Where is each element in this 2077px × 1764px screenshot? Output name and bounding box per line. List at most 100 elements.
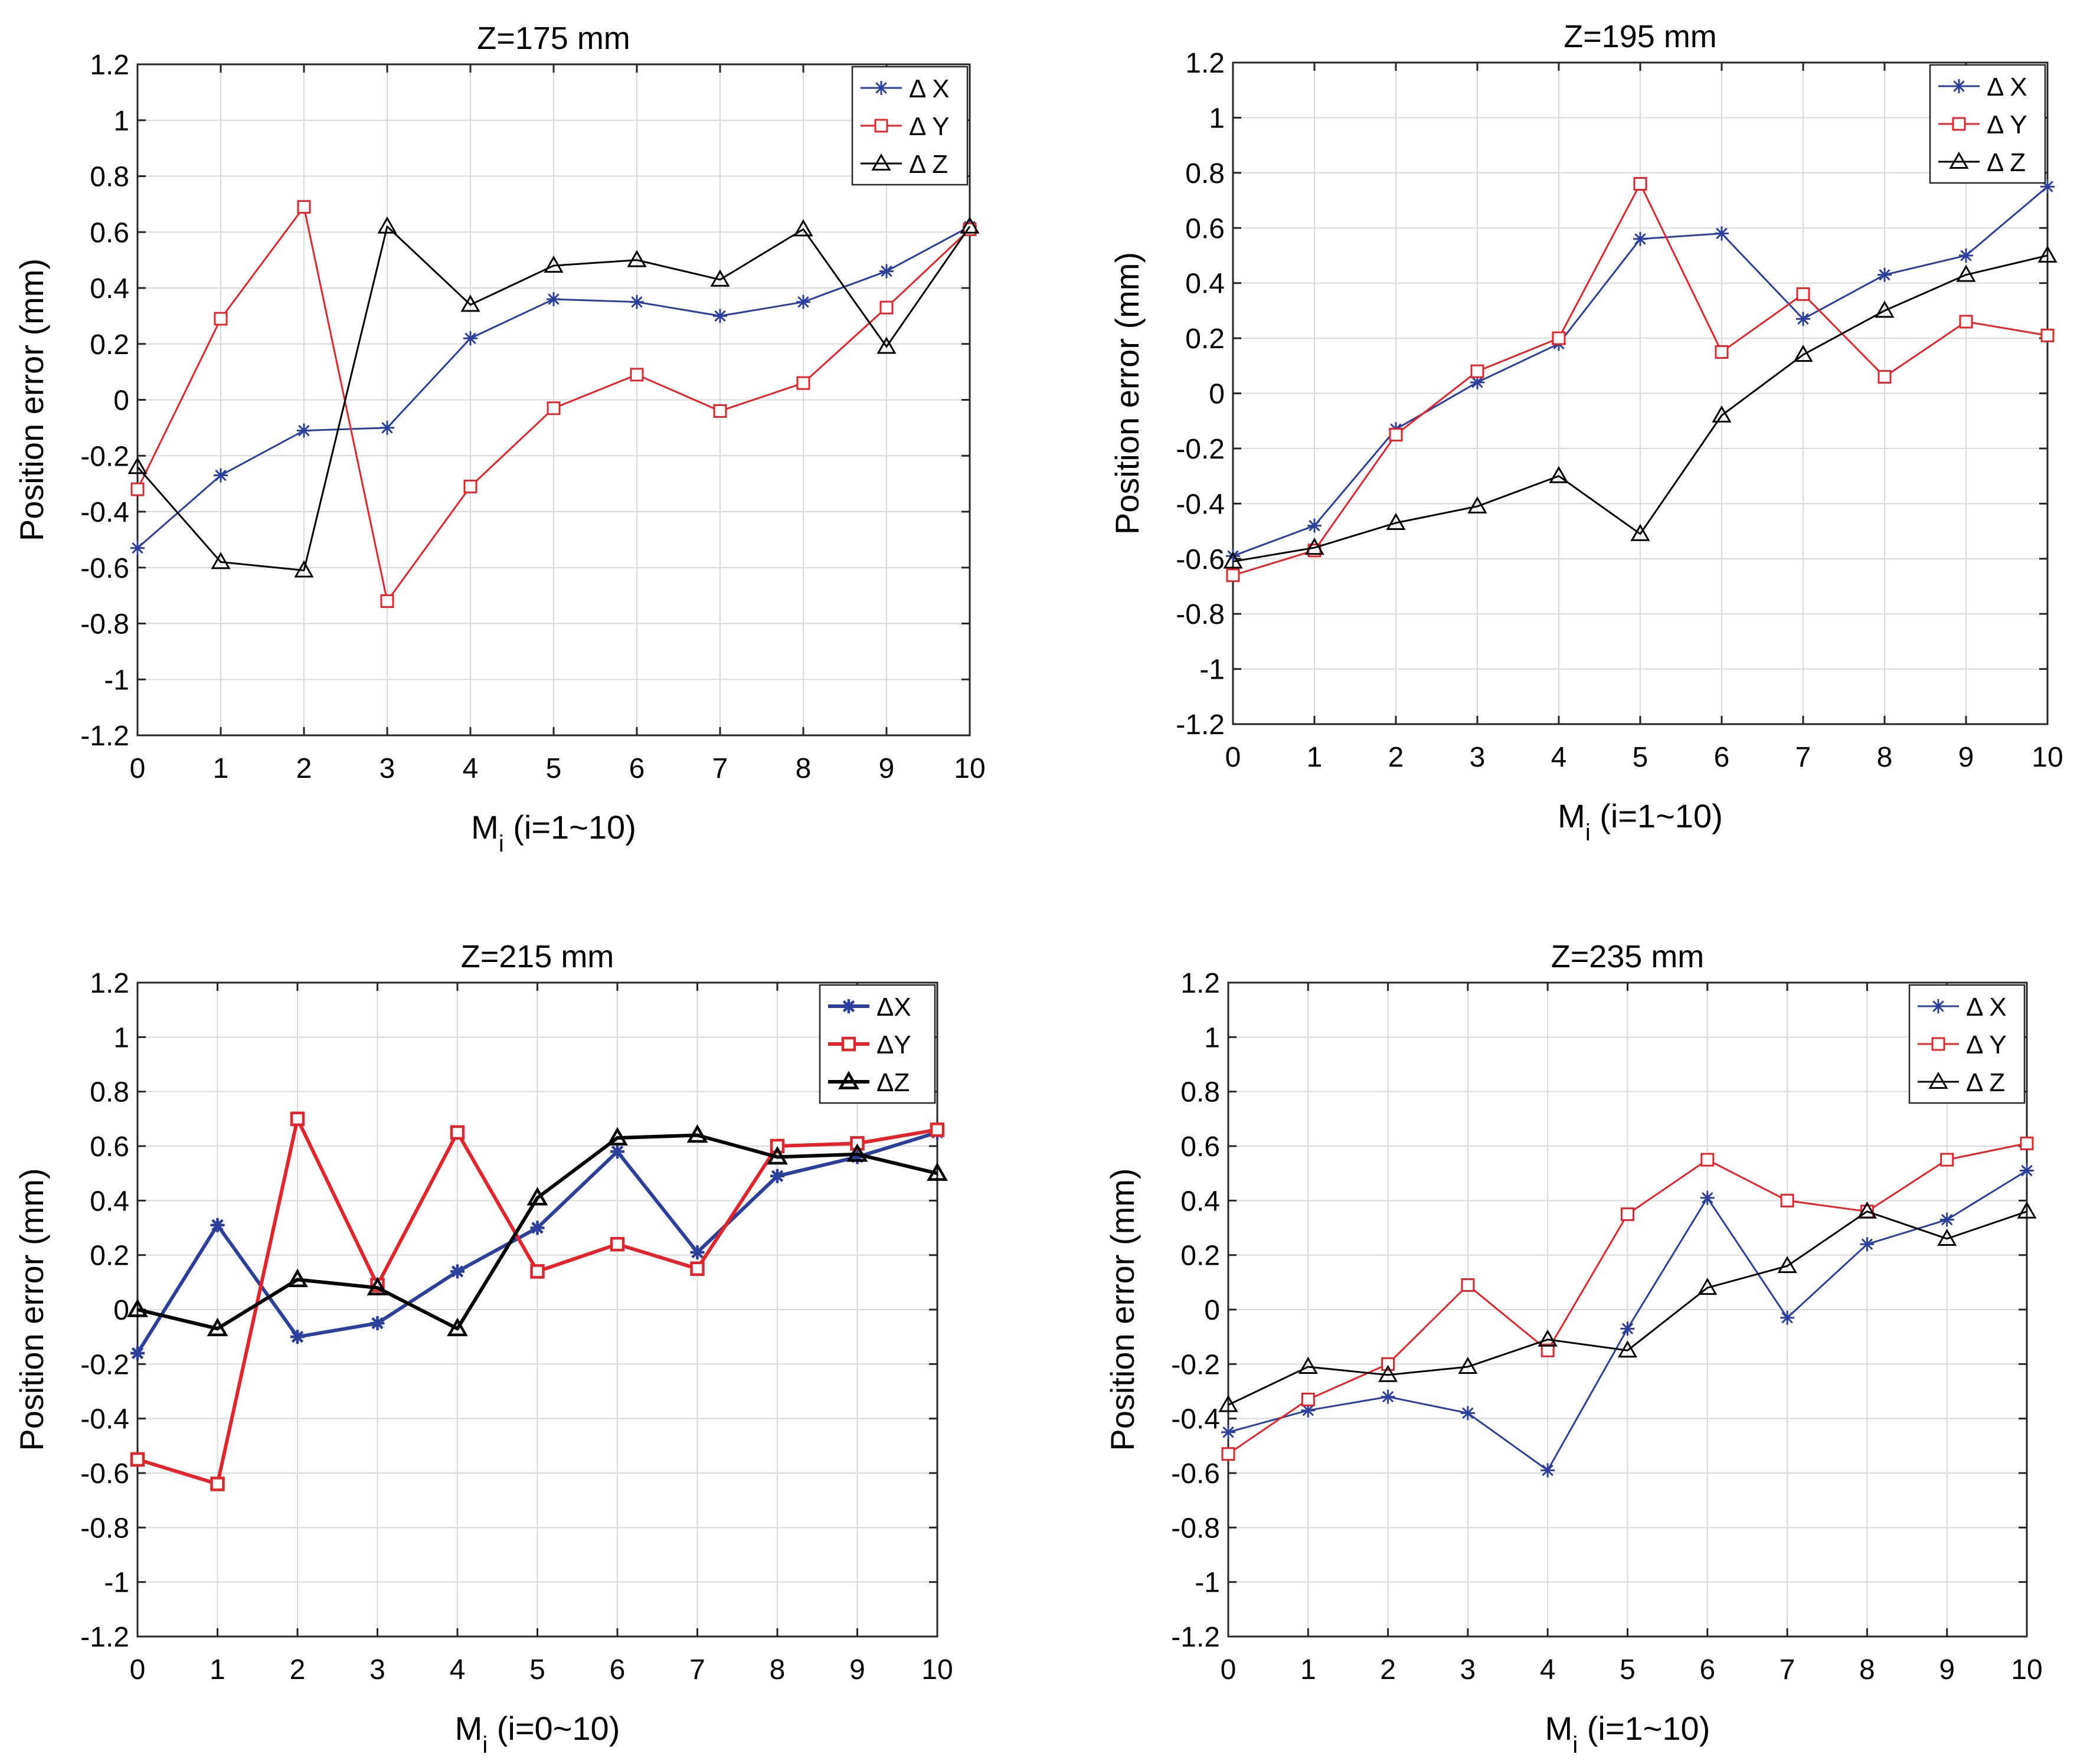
dx-point-2-marker bbox=[290, 1330, 305, 1344]
x-tick-label: 4 bbox=[450, 1654, 466, 1686]
star-stroke bbox=[2042, 181, 2053, 192]
x-tick-label: 2 bbox=[290, 1654, 306, 1686]
y-tick-label: 1 bbox=[1204, 1022, 1220, 1053]
y-tick-label: 0.6 bbox=[90, 1131, 129, 1163]
dz-point-9-marker bbox=[1937, 1228, 1957, 1246]
y-tick-label: 0.6 bbox=[1185, 213, 1225, 244]
dz-point-1-marker bbox=[1298, 1356, 1318, 1374]
series-dz-line bbox=[137, 1133, 938, 1331]
x-tick-label: 3 bbox=[380, 753, 395, 784]
dx-point-9-marker bbox=[879, 264, 894, 279]
dy-point-2-marker bbox=[1389, 428, 1403, 442]
dy-point-8-marker bbox=[1878, 369, 1892, 384]
series-dz-line bbox=[1232, 254, 2048, 562]
x-tick-label: 1 bbox=[1307, 742, 1323, 773]
y-tick-label: 0 bbox=[1204, 1295, 1220, 1326]
x-tick-label: 8 bbox=[796, 753, 812, 784]
star-stroke bbox=[1309, 519, 1320, 532]
legend-dy-marker bbox=[841, 1036, 856, 1052]
y-tick-label: -0.4 bbox=[1176, 489, 1225, 520]
x-axis-label-main: M bbox=[1558, 797, 1585, 834]
x-axis-label: Mi (i=1~10) bbox=[471, 809, 636, 857]
y-tick-label: -1.2 bbox=[1176, 709, 1225, 741]
legend-item-dx: Δ X bbox=[861, 74, 950, 103]
dz-point-6-marker bbox=[1697, 1278, 1718, 1295]
dx-point-5-marker bbox=[1633, 231, 1647, 246]
x-tick-label: 6 bbox=[1699, 1654, 1715, 1686]
x-tick-label: 5 bbox=[1633, 742, 1648, 773]
x-axis-label-subscript: i bbox=[1572, 1732, 1578, 1758]
star-stroke bbox=[531, 1222, 544, 1234]
dy-point-10-marker bbox=[930, 1122, 945, 1137]
dx-point-1-marker bbox=[1307, 518, 1322, 533]
dx-point-0-marker bbox=[1221, 1425, 1235, 1439]
dz-point-6-marker bbox=[1712, 405, 1732, 423]
x-tick-label: 10 bbox=[2032, 742, 2063, 773]
dx-point-8-marker bbox=[1878, 267, 1892, 282]
chart-title: Z=235 mm bbox=[1551, 939, 1705, 974]
y-tick-label: -0.4 bbox=[1171, 1404, 1220, 1435]
legend-dz-marker bbox=[1949, 151, 1969, 169]
star-stroke bbox=[381, 422, 393, 434]
legend-item-dy: Δ Y bbox=[861, 112, 950, 141]
dx-point-4-marker bbox=[1540, 1463, 1555, 1478]
legend-item-dz: ΔZ bbox=[828, 1068, 910, 1097]
dx-point-2-marker bbox=[1381, 1389, 1395, 1404]
x-tick-label: 8 bbox=[1877, 742, 1893, 773]
x-tick-label: 5 bbox=[546, 753, 562, 784]
dx-point-8-marker bbox=[770, 1169, 784, 1183]
dx-point-5-marker bbox=[547, 292, 561, 306]
chart-title: Z=195 mm bbox=[1564, 19, 1717, 54]
star-stroke bbox=[2021, 1164, 2033, 1177]
x-tick-label: 7 bbox=[712, 753, 728, 784]
dz-point-0-marker bbox=[1218, 1395, 1238, 1412]
dz-point-10-marker bbox=[2017, 1201, 2037, 1219]
legend-dz-marker bbox=[1928, 1071, 1948, 1089]
x-tick-label: 7 bbox=[689, 1654, 705, 1686]
star-stroke bbox=[298, 424, 310, 437]
star-stroke bbox=[548, 293, 560, 305]
x-axis-label: Mi (i=1~10) bbox=[1545, 1710, 1710, 1758]
chart-2: 1.210.80.60.40.20-0.2-0.4-0.6-0.8-1-1.20… bbox=[1108, 19, 2063, 846]
legend: Δ X Δ Y Δ Z bbox=[1908, 984, 2026, 1104]
dz-point-1-marker bbox=[1304, 538, 1324, 555]
x-tick-label: 10 bbox=[921, 1654, 953, 1686]
legend-label: Δ Z bbox=[909, 150, 948, 179]
star-stroke bbox=[1222, 1426, 1234, 1438]
series-dy bbox=[130, 200, 977, 608]
y-tick-label: -0.4 bbox=[80, 1404, 129, 1435]
legend-label: Δ Y bbox=[1966, 1030, 2007, 1059]
x-axis-label-subscript: i bbox=[482, 1732, 488, 1758]
dz-point-2-marker bbox=[287, 1268, 308, 1287]
y-tick-label: -0.6 bbox=[80, 1458, 129, 1490]
legend-label: Δ Y bbox=[909, 112, 950, 141]
dy-point-0-marker bbox=[1221, 1447, 1235, 1461]
dz-point-6-marker bbox=[607, 1127, 628, 1146]
dz-point-4-marker bbox=[1549, 466, 1569, 483]
y-tick-label: -0.2 bbox=[1176, 434, 1225, 465]
legend-item-dy: ΔY bbox=[828, 1030, 911, 1059]
x-tick-label: 2 bbox=[1380, 1654, 1396, 1686]
dy-point-4-marker bbox=[1540, 1343, 1555, 1357]
y-tick-label: 0.2 bbox=[90, 329, 129, 361]
star-stroke bbox=[291, 1330, 304, 1343]
dx-point-5-marker bbox=[1620, 1321, 1635, 1336]
y-tick-label: -0.2 bbox=[80, 441, 129, 472]
legend-dy-marker bbox=[1952, 117, 1966, 131]
dz-point-9-marker bbox=[846, 1143, 868, 1162]
star-stroke bbox=[1781, 1312, 1793, 1324]
dy-point-7-marker bbox=[690, 1261, 705, 1276]
dz-point-6-marker bbox=[627, 250, 647, 267]
star-stroke bbox=[1462, 1407, 1474, 1419]
dy-point-7-marker bbox=[1796, 287, 1810, 301]
star-stroke bbox=[451, 1265, 464, 1278]
x-tick-label: 9 bbox=[1958, 742, 1974, 773]
dx-point-7-marker bbox=[1796, 312, 1810, 326]
star-stroke bbox=[1542, 1464, 1553, 1477]
dy-point-5-marker bbox=[547, 401, 561, 415]
dy-point-0-marker bbox=[130, 1452, 145, 1467]
dz-point-3-marker bbox=[377, 216, 397, 234]
dz-point-0-marker bbox=[1223, 551, 1243, 569]
y-tick-label: 0.4 bbox=[1185, 269, 1225, 300]
